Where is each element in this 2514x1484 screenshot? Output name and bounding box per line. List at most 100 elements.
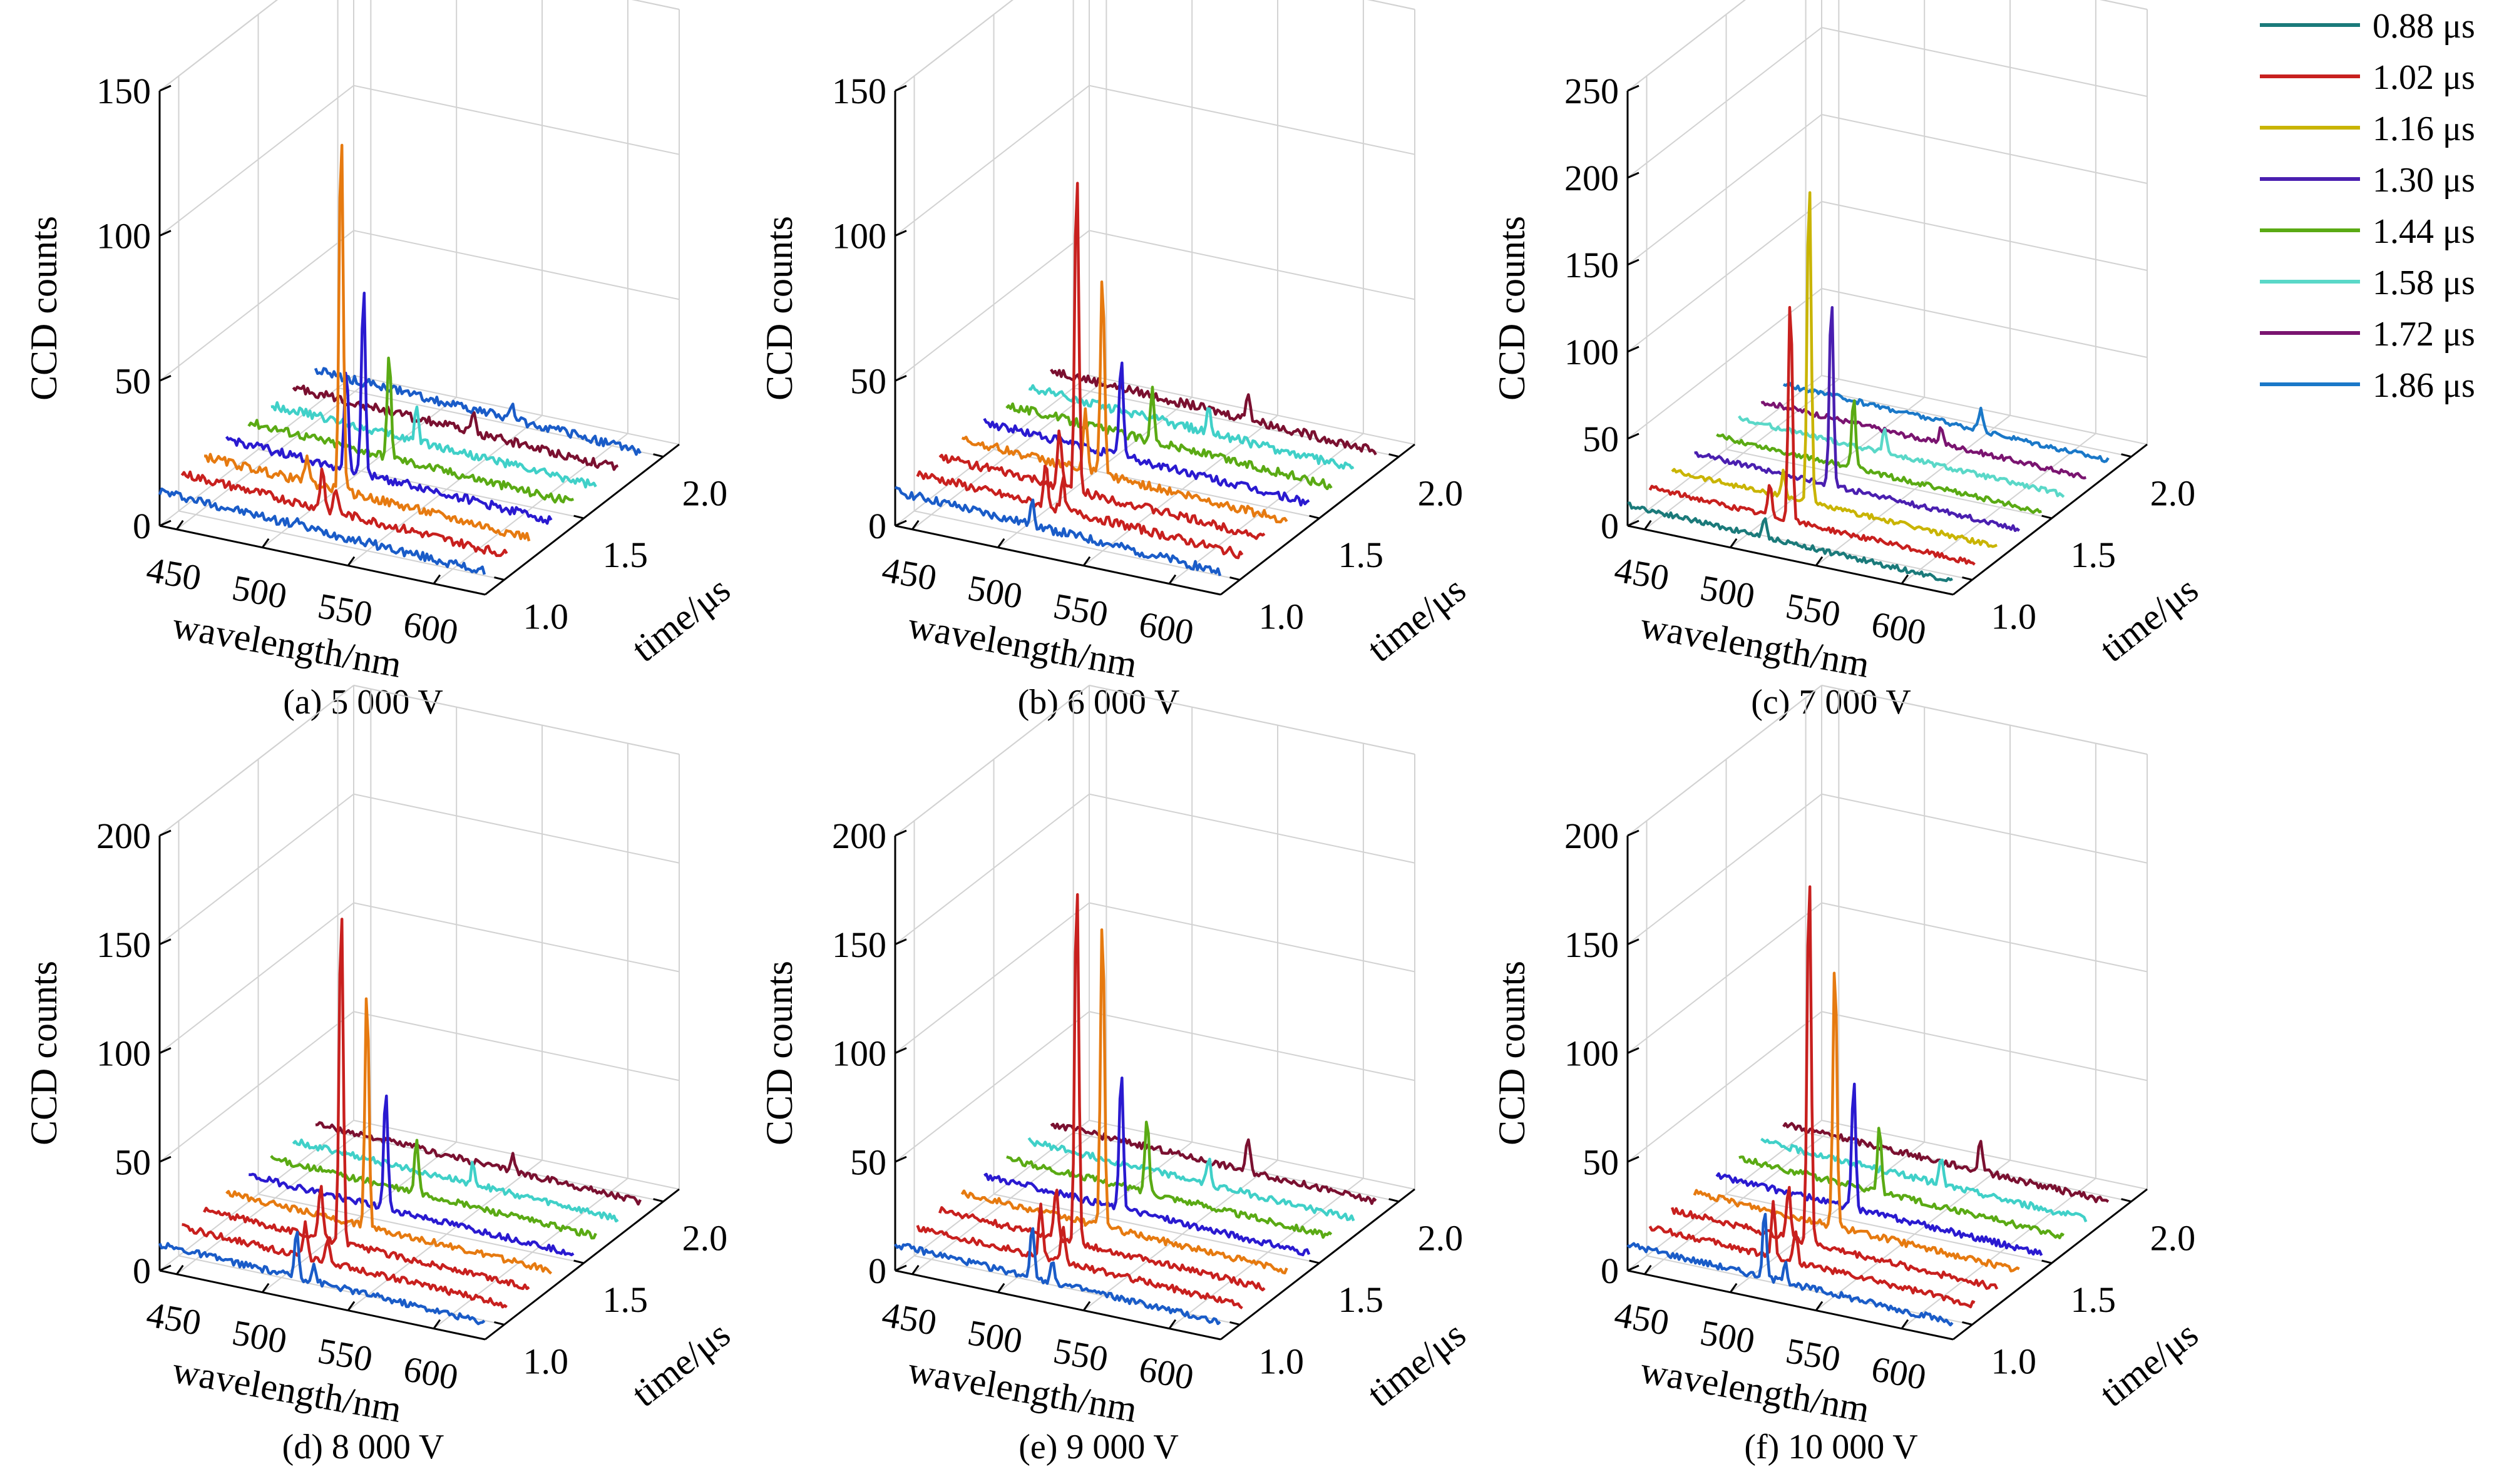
series-trace-1.58 bbox=[1005, 386, 1333, 491]
y-axis bbox=[485, 443, 680, 596]
series-trace-1.16 bbox=[1671, 191, 1998, 548]
grid-line bbox=[1821, 1011, 2148, 1082]
y-axis bbox=[1952, 443, 2148, 596]
grid-line bbox=[353, 902, 680, 973]
grid-line bbox=[353, 1120, 680, 1190]
grid-line bbox=[159, 0, 278, 91]
y-axis-label: time/μs bbox=[1360, 1313, 1474, 1415]
panel-caption: (e) 9 000 V bbox=[1018, 1428, 1179, 1466]
y-tick-label: 1.0 bbox=[523, 1341, 568, 1381]
y-axis bbox=[1952, 1188, 2148, 1341]
z-tick bbox=[159, 1155, 172, 1163]
series-trace-1.86 bbox=[314, 367, 642, 456]
grid-line bbox=[353, 1011, 680, 1082]
y-axis-label: time/μs bbox=[2092, 568, 2206, 670]
series-trace-1.02 bbox=[1648, 305, 1976, 566]
box-edge bbox=[1627, 0, 1746, 91]
grid-line bbox=[353, 375, 680, 445]
panel-c: 0 50 100 150 200 250 450 500 550 600 1.0 1.5 2.0 CCD … bbox=[1491, 0, 2205, 722]
grid-line bbox=[159, 230, 354, 382]
x-tick-label: 500 bbox=[965, 1312, 1025, 1361]
y-tick bbox=[573, 1259, 584, 1264]
y-tick bbox=[494, 576, 505, 581]
panel-caption: (a) 5 000 V bbox=[283, 683, 443, 722]
z-tick bbox=[1627, 432, 1639, 440]
x-tick bbox=[1082, 556, 1091, 566]
panel-caption: (f) 10 000 V bbox=[1744, 1428, 1917, 1466]
z-tick-label: 50 bbox=[1583, 1142, 1619, 1182]
z-tick bbox=[1627, 171, 1639, 179]
box-edge bbox=[1089, 685, 1415, 755]
y-tick-label: 1.5 bbox=[603, 1279, 649, 1320]
z-tick bbox=[895, 938, 907, 946]
z-tick-label: 200 bbox=[1564, 158, 1619, 198]
z-tick-label: 100 bbox=[832, 216, 886, 257]
series-trace-1.72 bbox=[1760, 1137, 2088, 1222]
legend: 0.88 μs 1.02 μs 1.16 μs 1.30 μs 1.44 μs 1.58 … bbox=[2260, 7, 2475, 405]
grid-line bbox=[1627, 902, 1822, 1054]
grid-line bbox=[433, 432, 628, 585]
series-trace-1.72 bbox=[1028, 384, 1355, 470]
grid-line bbox=[1821, 288, 2148, 358]
x-tick-label: 550 bbox=[315, 1330, 376, 1379]
grid-line bbox=[895, 84, 1090, 237]
y-tick-label: 1.5 bbox=[603, 535, 649, 575]
y-tick-label: 2.0 bbox=[1418, 473, 1464, 514]
grid-line bbox=[895, 1120, 1090, 1271]
series-trace-0.88 bbox=[1627, 501, 1953, 583]
z-axis-label: CCD counts bbox=[23, 216, 64, 401]
series-trace-1.86 bbox=[1782, 381, 2110, 463]
z-tick-label: 200 bbox=[96, 816, 151, 856]
z-tick-label: 0 bbox=[1601, 506, 1619, 546]
x-tick bbox=[1815, 1301, 1824, 1311]
x-axis bbox=[1627, 1269, 1954, 1341]
x-axis bbox=[895, 1269, 1221, 1341]
z-tick bbox=[895, 1047, 907, 1054]
z-tick bbox=[1627, 84, 1639, 92]
z-tick bbox=[159, 230, 172, 237]
grid-line bbox=[895, 1011, 1090, 1163]
series-trace-1.3 bbox=[225, 997, 553, 1275]
x-tick-label: 550 bbox=[1050, 585, 1111, 635]
panel-d: 0 50 100 150 200 450 500 550 600 1.0 1.5 2.0 CCD cou… bbox=[23, 685, 737, 1466]
grid-line bbox=[632, 0, 680, 10]
grid-line bbox=[159, 1011, 354, 1163]
grid-line bbox=[1815, 1159, 2011, 1311]
grid-line bbox=[1821, 793, 2148, 864]
y-tick bbox=[2121, 453, 2132, 458]
y-tick bbox=[573, 514, 584, 519]
x-tick bbox=[1168, 574, 1177, 585]
y-tick-label: 2.0 bbox=[1418, 1218, 1464, 1259]
z-tick bbox=[895, 1155, 907, 1163]
grid-line bbox=[353, 84, 680, 155]
x-tick bbox=[176, 1264, 184, 1275]
y-axis-label: time/μs bbox=[624, 568, 738, 670]
z-tick-label: 50 bbox=[115, 361, 151, 401]
x-tick bbox=[261, 1282, 270, 1293]
x-tick bbox=[1644, 1264, 1652, 1275]
z-tick bbox=[159, 84, 172, 92]
x-tick-label: 600 bbox=[1869, 603, 1929, 653]
z-axis-label: CCD counts bbox=[1491, 961, 1532, 1145]
z-tick-label: 150 bbox=[1564, 924, 1619, 965]
grid-line bbox=[1627, 27, 1822, 178]
series-trace-1.16 bbox=[203, 918, 530, 1291]
grid-line bbox=[997, 1141, 1193, 1293]
grid-line bbox=[1821, 375, 2148, 445]
grid-line bbox=[1627, 114, 1822, 265]
grid-line bbox=[1089, 793, 1415, 864]
series-trace-1.16 bbox=[1670, 885, 1999, 1290]
series-trace-1.44 bbox=[1715, 1082, 2043, 1256]
z-tick bbox=[1627, 938, 1639, 946]
y-tick bbox=[494, 1321, 505, 1326]
y-tick bbox=[1962, 1321, 1973, 1326]
series-trace-1.3 bbox=[225, 292, 553, 525]
z-tick bbox=[159, 1264, 172, 1272]
x-axis bbox=[1627, 525, 1954, 596]
x-tick bbox=[911, 519, 920, 530]
grid-line bbox=[1646, 1255, 1973, 1326]
grid-line bbox=[258, 449, 584, 519]
x-tick bbox=[1901, 1319, 1909, 1329]
x-tick bbox=[347, 1301, 356, 1311]
